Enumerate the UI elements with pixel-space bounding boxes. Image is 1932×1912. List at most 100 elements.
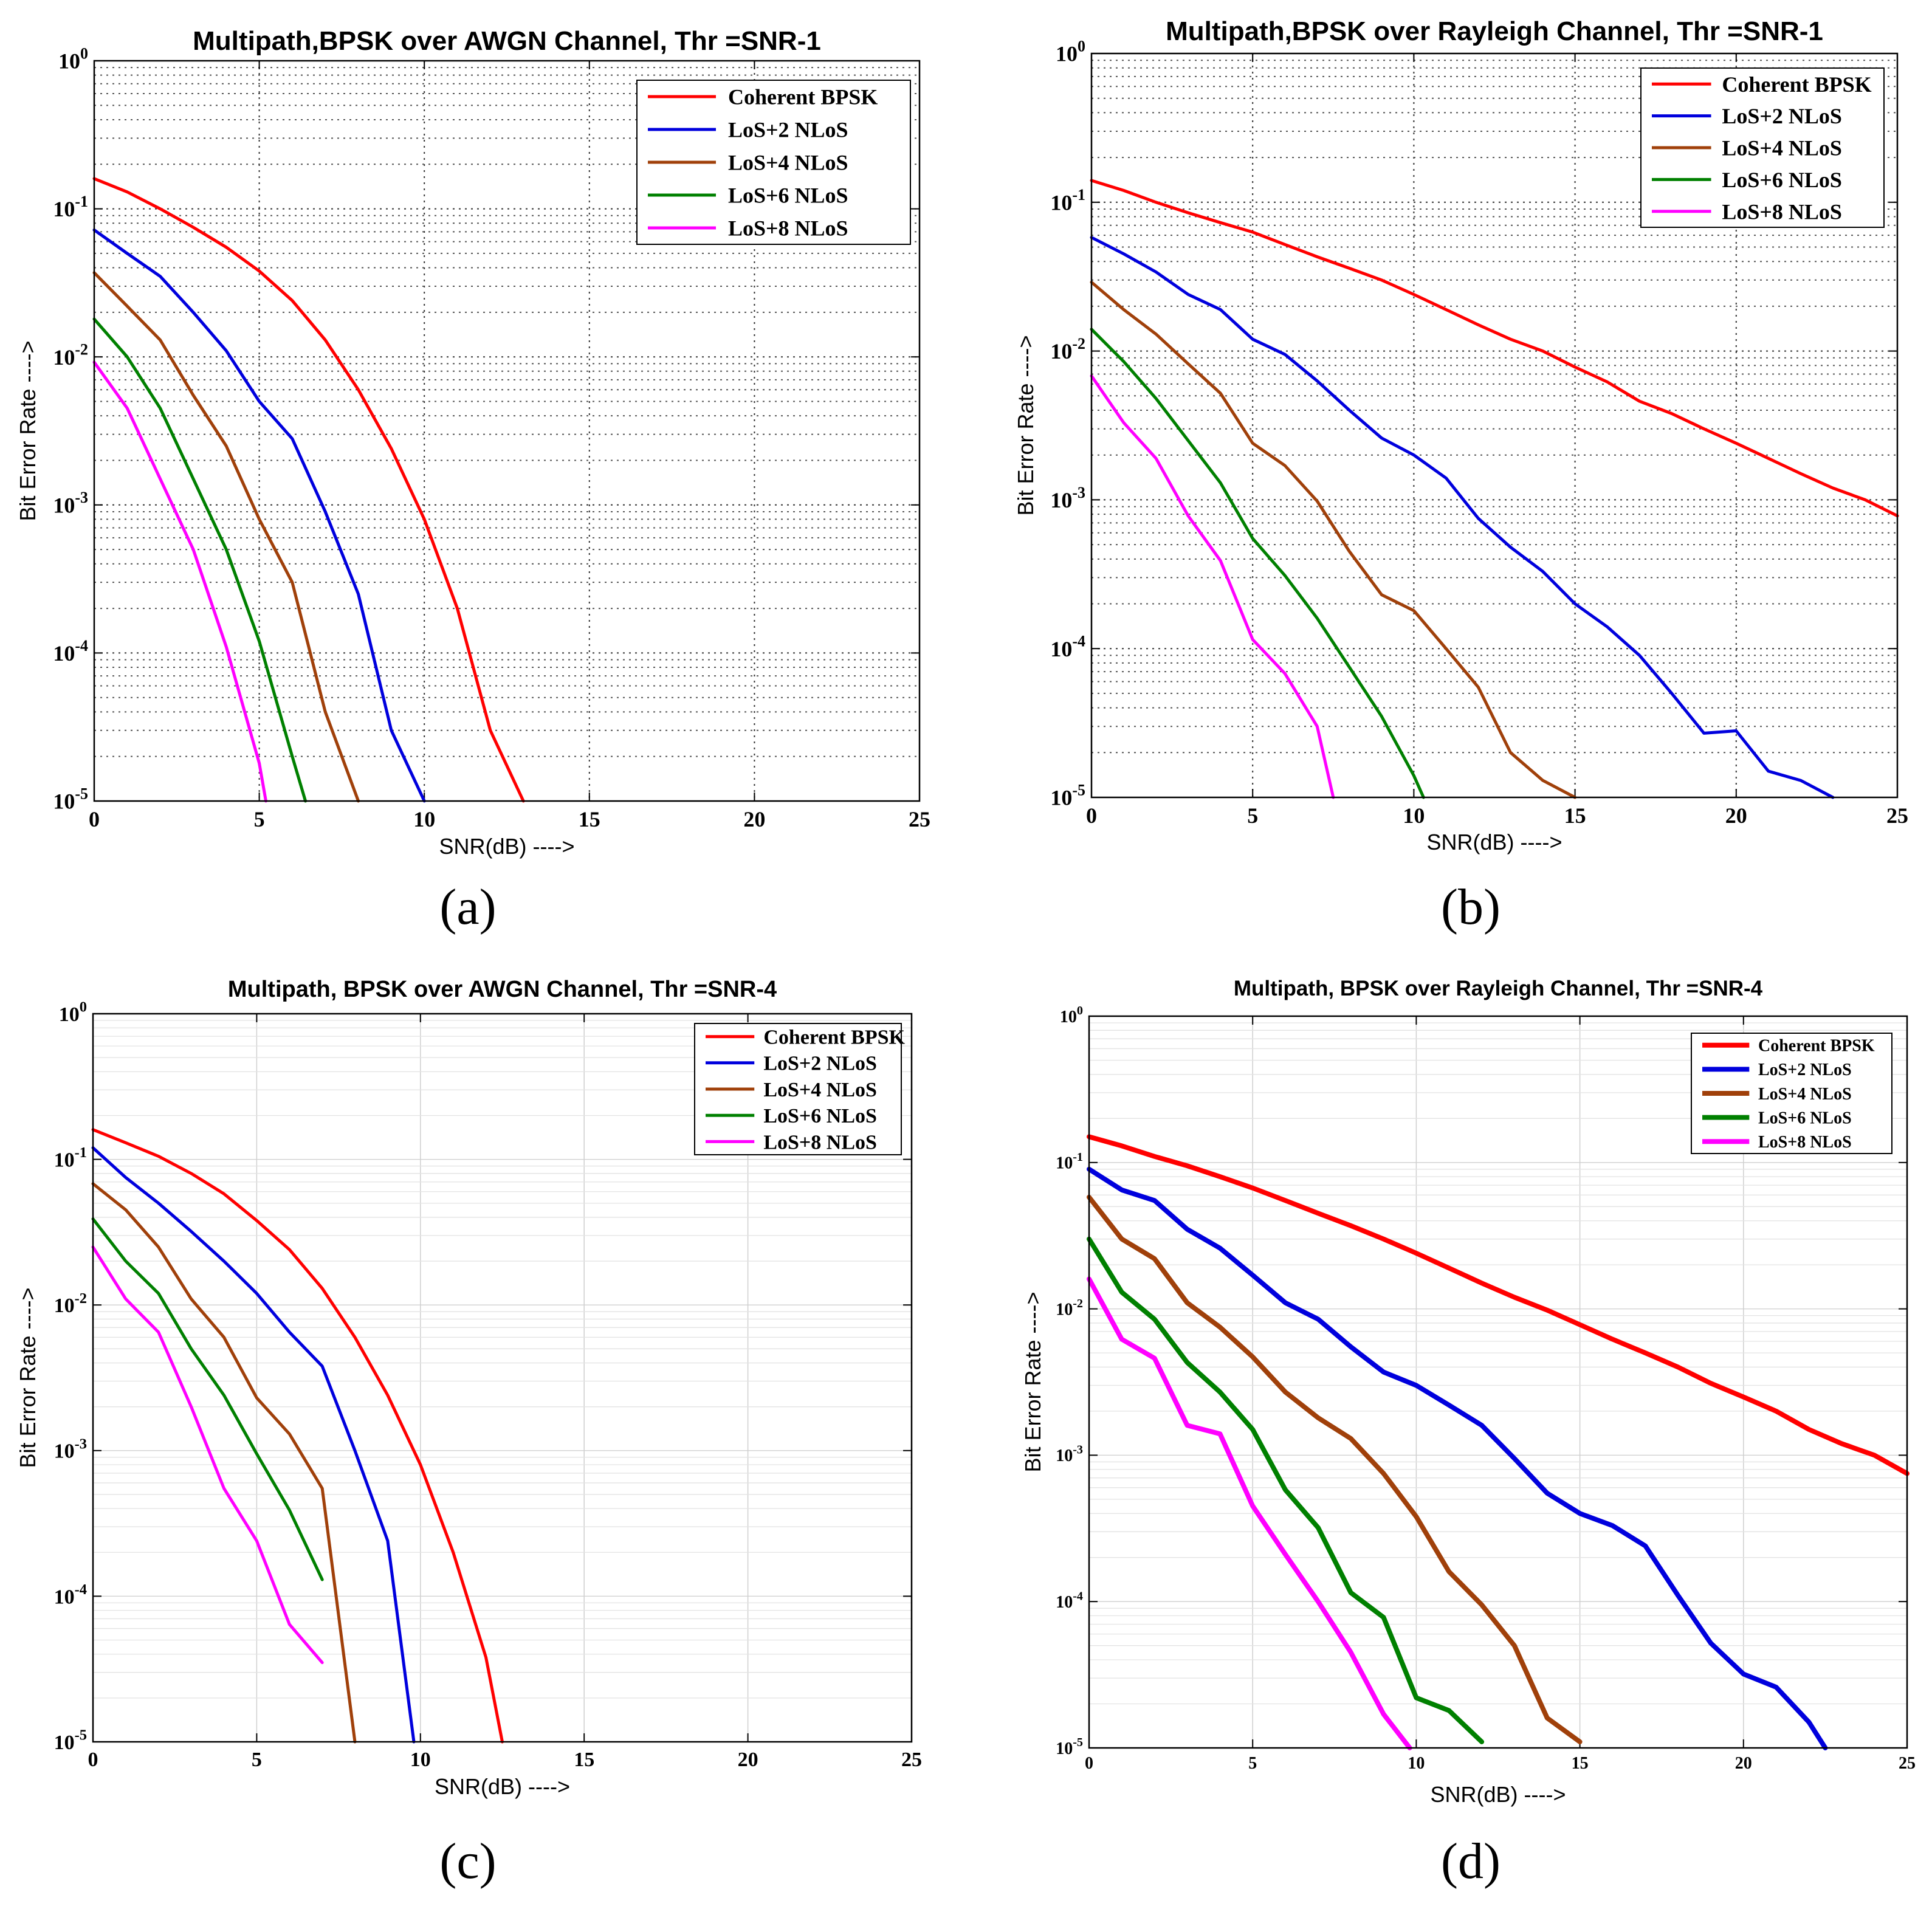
x-axis-label: SNR(dB) ----> [435, 1774, 570, 1799]
series-line-2 [1087, 1166, 1828, 1750]
x-tick-label: 25 [909, 807, 930, 831]
legend: Coherent BPSK LoS+2 NLoS LoS+4 NLoS LoS+6 N… [1640, 67, 1885, 228]
panel-label: (a) [439, 879, 496, 935]
legend-label-2: LoS+2 NLoS [1758, 1061, 1852, 1079]
legend: Coherent BPSK LoS+2 NLoS LoS+4 NLoS LoS+6 N… [1691, 1033, 1892, 1154]
panel-label: (d) [1441, 1833, 1501, 1890]
x-axis-label: SNR(dB) ----> [1431, 1782, 1566, 1807]
x-tick-label: 20 [743, 807, 765, 831]
chart-title: Multipath,BPSK over AWGN Channel, Thr =S… [193, 26, 821, 56]
panel-label: (c) [439, 1833, 496, 1890]
y-tick-label: 100 [1060, 1004, 1083, 1026]
y-tick-label: 10-5 [54, 1727, 87, 1754]
x-tick-label: 20 [1735, 1754, 1752, 1773]
x-tick-label: 5 [1247, 803, 1258, 828]
series-line-3 [91, 1182, 357, 1744]
series [91, 1128, 504, 1744]
y-tick-label: 10-1 [54, 1144, 87, 1171]
x-tick-label: 5 [254, 807, 265, 831]
x-tick-label: 25 [1899, 1754, 1916, 1773]
y-tick-label: 10-3 [1050, 484, 1085, 512]
series-line-2 [1090, 236, 1835, 799]
legend-label-1: Coherent BPSK [763, 1026, 905, 1049]
y-tick-label: 10-5 [1050, 781, 1085, 810]
axes-box [1088, 1015, 1908, 1749]
legend-label-1: Coherent BPSK [1758, 1037, 1875, 1056]
y-axis-label: Bit Error Rate ----> [1013, 335, 1038, 515]
legend-label-5: LoS+8 NLoS [763, 1131, 877, 1154]
legend-label-2: LoS+2 NLoS [1722, 104, 1842, 128]
y-tick-label: 10-2 [54, 1290, 87, 1317]
legend-label-5: LoS+8 NLoS [1758, 1133, 1852, 1152]
y-tick-label: 10-2 [53, 341, 88, 370]
y-tick-label: 100 [58, 44, 88, 73]
y-axis-label: Bit Error Rate ----> [15, 1287, 40, 1468]
series-line-5 [91, 1245, 324, 1665]
legend-label-1: Coherent BPSK [728, 85, 878, 109]
chart-3: 0 5 10 15 20 25 10-5 10-4 10-3 10-2 10-1 100 Multipa… [15, 977, 922, 1890]
axes-box [93, 60, 921, 802]
series-line-5 [1090, 374, 1335, 799]
y-tick-label: 10-2 [1056, 1297, 1083, 1319]
chart-4: 0 5 10 15 20 25 10-5 10-4 10-3 10-2 10-1 100 Multipa… [1020, 977, 1916, 1890]
y-tick-label: 10-1 [1056, 1150, 1083, 1173]
series-line-1 [91, 1128, 504, 1744]
series-line-1 [1087, 1134, 1910, 1476]
x-tick-label: 5 [1248, 1754, 1257, 1773]
series-line-2 [91, 1146, 416, 1744]
axes-box [92, 1013, 913, 1743]
x-tick-label: 5 [252, 1749, 262, 1771]
legend-label-3: LoS+4 NLoS [728, 151, 848, 175]
y-axis-label: Bit Error Rate ----> [1020, 1291, 1045, 1472]
y-tick-label: 10-4 [53, 637, 88, 665]
x-axis-label: SNR(dB) ----> [1427, 830, 1562, 855]
x-tick-label: 0 [1086, 803, 1097, 828]
series-line-1 [1090, 179, 1899, 518]
legend-label-4: LoS+6 NLoS [1758, 1109, 1852, 1127]
chart-1: 0 5 10 15 20 25 10-5 10-4 10-3 10-2 10-1 100 Multipa… [15, 26, 930, 935]
legend-label-3: LoS+4 NLoS [763, 1079, 877, 1101]
y-tick-label: 10-1 [1050, 186, 1085, 215]
legend-label-3: LoS+4 NLoS [1758, 1085, 1852, 1104]
x-tick-label: 10 [410, 1749, 431, 1771]
series-line-4 [91, 1217, 324, 1581]
x-tick-label: 10 [1408, 1754, 1425, 1773]
series-line-3 [92, 271, 360, 803]
series-line-5 [1087, 1276, 1412, 1750]
x-tick-label: 25 [901, 1749, 922, 1771]
x-axis-label: SNR(dB) ----> [439, 834, 575, 859]
x-tick-label: 0 [1085, 1754, 1093, 1773]
series [1087, 1134, 1910, 1750]
legend-label-5: LoS+8 NLoS [728, 216, 848, 241]
y-tick-label: 10-3 [1056, 1443, 1083, 1466]
panel-label: (b) [1441, 879, 1501, 935]
y-tick-label: 10-4 [1056, 1589, 1083, 1612]
y-tick-label: 10-3 [53, 489, 88, 517]
chart-2: 0 5 10 15 20 25 10-5 10-4 10-3 10-2 10-1 100 Multipa… [1013, 16, 1908, 935]
legend: Coherent BPSK LoS+2 NLoS LoS+4 NLoS LoS+6 N… [636, 80, 911, 245]
legend-label-2: LoS+2 NLoS [763, 1053, 877, 1075]
series-line-3 [1090, 280, 1577, 799]
y-tick-label: 10-1 [53, 193, 88, 221]
y-tick-label: 10-4 [1050, 633, 1085, 661]
y-tick-label: 100 [1056, 37, 1085, 66]
legend: Coherent BPSK LoS+2 NLoS LoS+4 NLoS LoS+6 N… [694, 1023, 906, 1155]
series-line-2 [92, 228, 426, 803]
series-line-4 [1087, 1236, 1485, 1744]
x-tick-label: 20 [738, 1749, 758, 1771]
axes-box [1090, 52, 1899, 799]
series-line-4 [92, 317, 308, 803]
x-tick-label: 0 [89, 807, 100, 831]
y-tick-label: 10-5 [53, 785, 88, 813]
x-tick-label: 25 [1886, 803, 1908, 828]
series [92, 177, 525, 803]
x-tick-label: 20 [1725, 803, 1747, 828]
series-line-1 [92, 177, 525, 803]
y-tick-label: 10-4 [54, 1581, 87, 1608]
legend-label-1: Coherent BPSK [1722, 72, 1871, 97]
chart-title: Multipath, BPSK over AWGN Channel, Thr =… [228, 977, 777, 1002]
legend-label-2: LoS+2 NLoS [728, 118, 848, 142]
series-line-3 [1087, 1194, 1583, 1744]
legend-label-4: LoS+6 NLoS [1722, 168, 1842, 192]
